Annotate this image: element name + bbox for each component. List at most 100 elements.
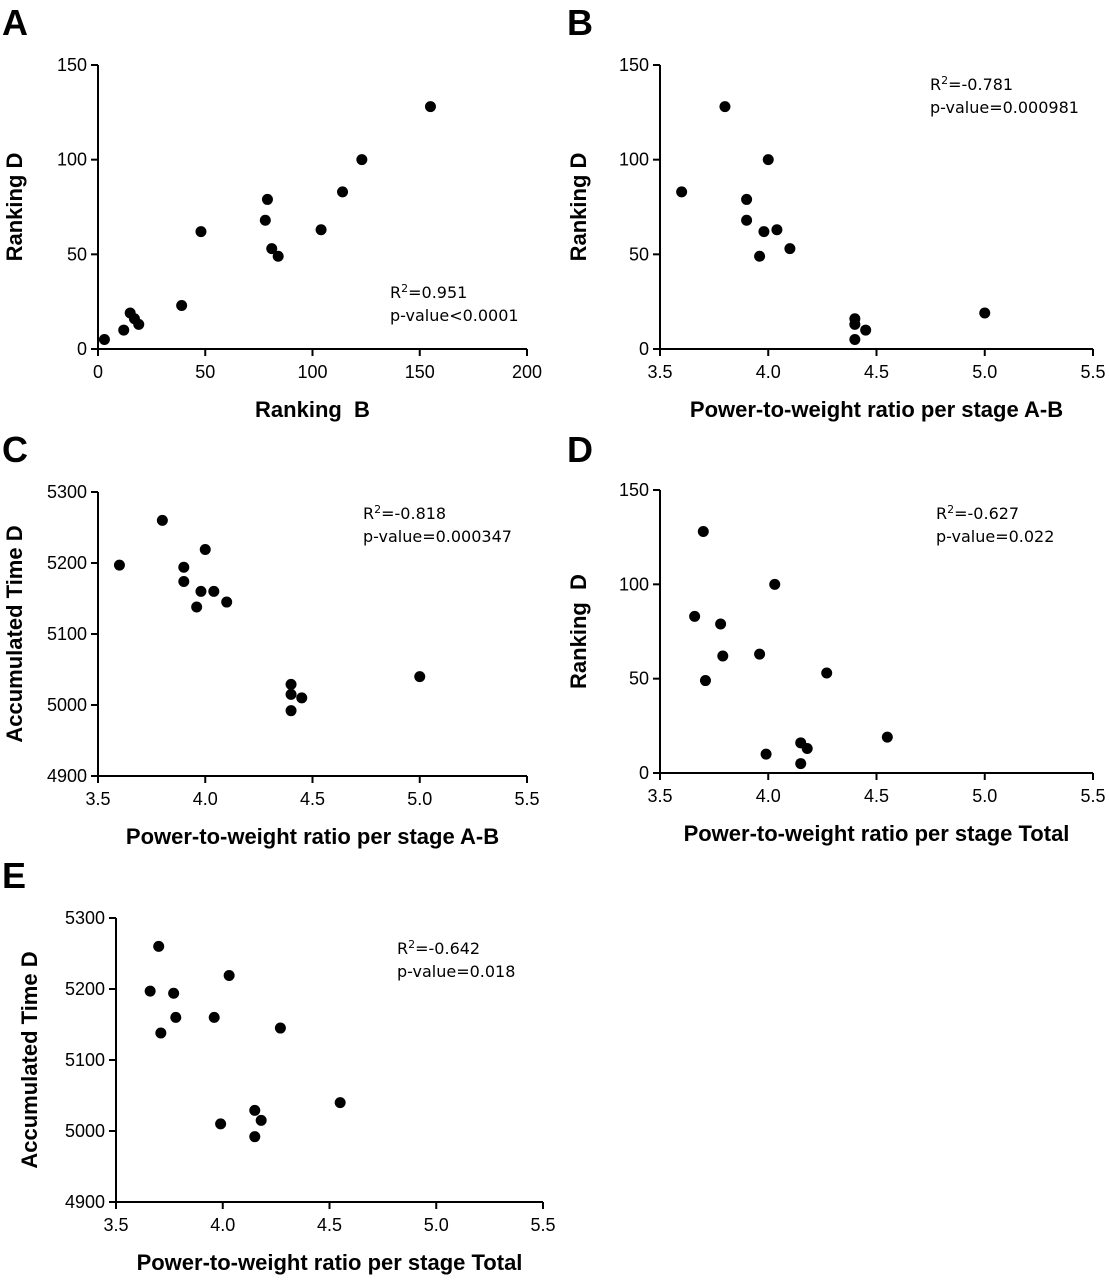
data-point xyxy=(178,561,190,573)
x-tick-label: 5.0 xyxy=(424,1215,449,1235)
data-point xyxy=(821,667,833,679)
data-point xyxy=(168,987,180,999)
y-tick-label: 50 xyxy=(67,244,87,264)
data-point xyxy=(979,307,991,319)
r-squared-annotation: R2=0.951 xyxy=(390,282,467,302)
data-point xyxy=(274,1022,286,1034)
p-value-annotation: p-value=0.000981 xyxy=(930,98,1079,117)
data-point xyxy=(133,318,145,330)
data-point xyxy=(754,648,766,660)
panel-letter: B xyxy=(567,2,593,43)
y-tick-label: 150 xyxy=(57,55,87,75)
x-axis-label: Power-to-weight ratio per stage Total xyxy=(137,1250,523,1275)
data-point xyxy=(155,1027,167,1039)
y-tick-label: 5200 xyxy=(65,979,105,999)
r-squared-annotation: R2=-0.818 xyxy=(363,503,446,523)
r-squared-superscript: 2 xyxy=(941,74,948,87)
x-tick-label: 5.0 xyxy=(407,789,432,809)
data-point xyxy=(178,575,190,587)
r-squared-annotation: R2=-0.627 xyxy=(936,503,1019,523)
panel-d: D 3.5 4.0 4.5 5.0 5.5 0 50 100 150 Power-to-weight… xyxy=(566,429,1106,846)
y-tick-label: 150 xyxy=(619,480,649,500)
x-tick-label: 150 xyxy=(405,362,435,382)
data-point xyxy=(249,1131,261,1143)
x-tick-label: 5.0 xyxy=(972,362,997,382)
y-tick-label: 5100 xyxy=(65,1050,105,1070)
r-squared-superscript: 2 xyxy=(947,503,954,516)
x-tick-label: 4.5 xyxy=(864,786,889,806)
data-point xyxy=(715,618,727,630)
data-point xyxy=(337,186,349,198)
data-point xyxy=(191,601,203,613)
x-tick-label: 5.0 xyxy=(972,786,997,806)
data-point xyxy=(424,101,436,113)
panel-letter: C xyxy=(2,429,28,470)
data-point xyxy=(689,610,701,622)
data-point xyxy=(414,671,426,683)
y-axis-label: Ranking D xyxy=(566,574,591,689)
data-point xyxy=(784,243,796,255)
data-point xyxy=(208,1011,220,1023)
data-point xyxy=(760,748,772,760)
x-tick-label: 4.5 xyxy=(300,789,325,809)
panel-e: E 3.5 4.0 4.5 5.0 5.5 4900 5000 5100 5200 5300 Powe… xyxy=(2,855,556,1275)
data-point xyxy=(195,585,207,597)
panel-letter: E xyxy=(2,855,26,896)
panel-letter: D xyxy=(567,429,593,470)
y-tick-label: 100 xyxy=(619,574,649,594)
p-value-annotation: p-value=0.022 xyxy=(936,527,1054,546)
x-axis-label: Power-to-weight ratio per stage A-B xyxy=(690,397,1063,422)
data-point xyxy=(285,705,297,717)
data-point xyxy=(849,318,861,330)
data-point xyxy=(98,334,110,346)
x-tick-label: 3.5 xyxy=(103,1215,128,1235)
data-point xyxy=(208,585,220,597)
x-tick-label: 100 xyxy=(297,362,327,382)
data-point xyxy=(285,678,297,690)
data-point xyxy=(849,334,861,346)
data-point xyxy=(334,1097,346,1109)
data-point xyxy=(741,193,753,205)
r-squared-value: =-0.818 xyxy=(381,504,446,523)
y-tick-label: 5100 xyxy=(47,624,87,644)
data-point xyxy=(881,731,893,743)
data-point xyxy=(156,514,168,526)
y-tick-label: 0 xyxy=(639,339,649,359)
x-tick-label: 5.5 xyxy=(514,789,539,809)
x-axis-label: Power-to-weight ratio per stage Total xyxy=(684,821,1070,846)
x-tick-label: 50 xyxy=(195,362,215,382)
data-point xyxy=(261,193,273,205)
data-point xyxy=(771,224,783,236)
data-point xyxy=(249,1104,261,1116)
data-point xyxy=(762,154,774,166)
r-squared-symbol: R xyxy=(930,75,941,94)
r-squared-superscript: 2 xyxy=(401,282,408,295)
x-tick-label: 4.5 xyxy=(317,1215,342,1235)
x-tick-label: 4.0 xyxy=(210,1215,235,1235)
panel-letter: A xyxy=(2,2,28,43)
data-point xyxy=(741,214,753,226)
y-tick-label: 5300 xyxy=(65,908,105,928)
y-tick-label: 5000 xyxy=(47,695,87,715)
data-point xyxy=(266,243,278,255)
x-tick-label: 0 xyxy=(93,362,103,382)
x-tick-label: 3.5 xyxy=(647,786,672,806)
r-squared-symbol: R xyxy=(390,283,401,302)
p-value-annotation: p-value<0.0001 xyxy=(390,306,519,325)
y-tick-label: 50 xyxy=(629,669,649,689)
data-point xyxy=(697,526,709,538)
x-axis-label: Ranking B xyxy=(255,397,370,422)
panel-a: A 0 50 100 150 200 0 50 100 150 Ranking B Ranking D… xyxy=(2,2,542,422)
data-point xyxy=(676,186,688,198)
data-point xyxy=(795,758,807,770)
y-tick-label: 4900 xyxy=(65,1192,105,1212)
panel-b: B 3.5 4.0 4.5 5.0 5.5 0 50 100 150 Power-to-weight… xyxy=(566,2,1106,422)
y-tick-label: 5200 xyxy=(47,553,87,573)
r-squared-symbol: R xyxy=(936,504,947,523)
data-point xyxy=(860,324,872,336)
x-tick-label: 3.5 xyxy=(647,362,672,382)
r-squared-value: =-0.781 xyxy=(948,75,1013,94)
data-point xyxy=(195,226,207,238)
data-point xyxy=(754,250,766,262)
